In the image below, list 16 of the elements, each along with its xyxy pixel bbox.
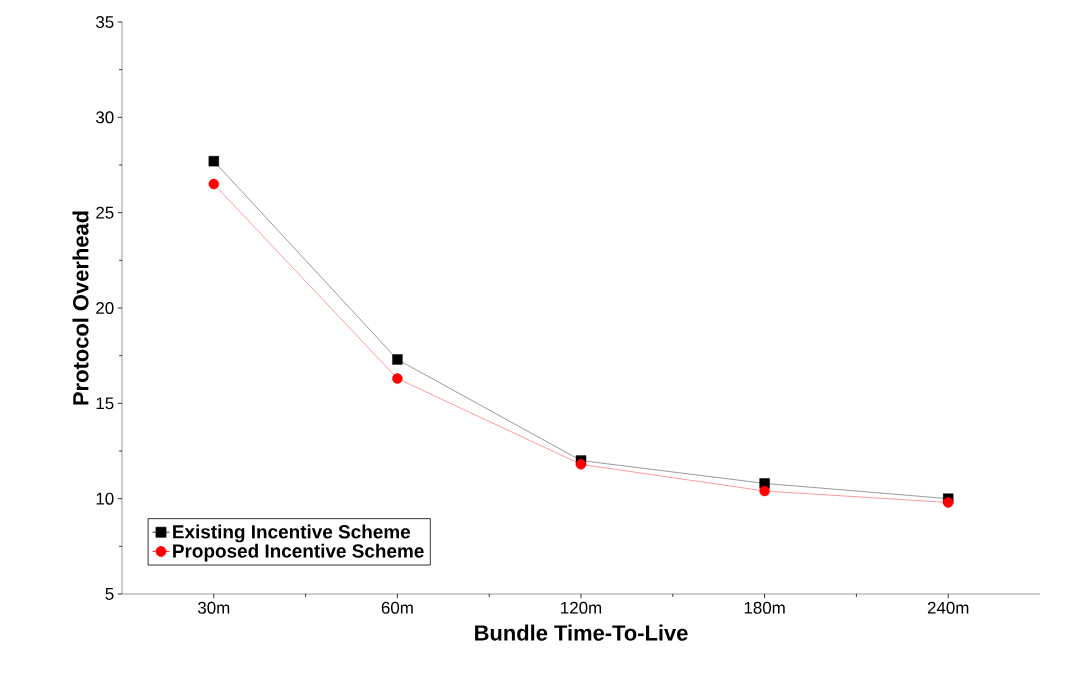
y-tick-label: 10: [96, 492, 114, 505]
y-tick-label: 30: [96, 111, 114, 124]
x-tick-label: 180m: [744, 601, 785, 614]
y-axis-title: Protocol Overhead: [72, 211, 89, 405]
x-axis-title: Bundle Time-To-Live: [475, 624, 688, 641]
x-tick-label: 120m: [561, 601, 602, 614]
y-tick-label: 35: [96, 16, 114, 28]
legend-label: Existing Incentive Scheme: [173, 524, 411, 543]
x-tick-label: 30m: [197, 601, 230, 614]
x-tick-label: 60m: [381, 601, 413, 614]
y-tick-label: 25: [96, 206, 114, 219]
y-tick-label: 20: [96, 302, 114, 314]
legend-label: Proposed Incentive Scheme: [173, 543, 424, 562]
y-tick-label: 15: [96, 397, 114, 410]
x-tick-label: 240m: [927, 601, 969, 614]
y-tick-label: 5: [105, 588, 114, 600]
